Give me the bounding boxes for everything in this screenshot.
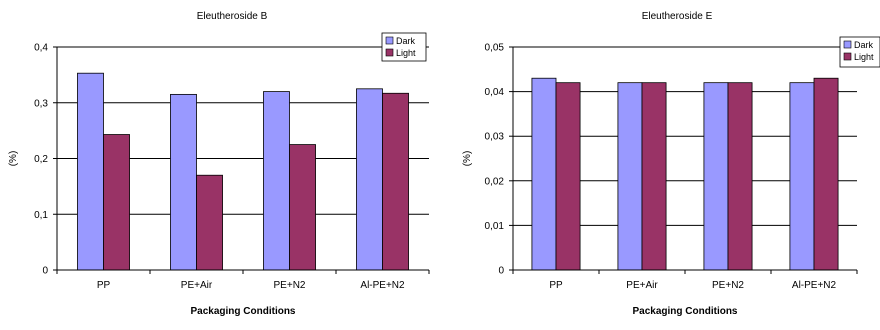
legend-swatch <box>843 52 852 61</box>
y-axis-label: (%) <box>8 151 19 167</box>
bar-dark-2 <box>170 93 197 271</box>
y-tick-label: 0,05 <box>485 43 505 54</box>
y-tick-label: 0,02 <box>485 176 505 187</box>
x-tick-label: Al-PE+N2 <box>792 280 837 291</box>
bar-dark-4 <box>356 88 383 271</box>
bar-light-2 <box>196 174 223 271</box>
chart-1: Eleutheroside B 0 0,1 0,2 0,3 0,4 PP PE+Air PE+N… <box>8 11 430 317</box>
bar-dark-3 <box>703 82 729 271</box>
y-tick-label: 0,2 <box>34 154 48 165</box>
bar-dark-4 <box>789 82 815 271</box>
bar-dark-2 <box>617 82 643 271</box>
y-axis-label: (%) <box>462 151 473 167</box>
x-tick-label: PE+N2 <box>274 280 306 291</box>
x-tick-label: PE+Air <box>181 280 213 291</box>
x-tick-label: PE+N2 <box>712 280 744 291</box>
x-tick-label: PE+Air <box>626 280 658 291</box>
legend-swatch <box>385 48 394 57</box>
y-tick-label: 0 <box>42 266 48 277</box>
y-tick-label: 0,1 <box>34 210 48 221</box>
legend: Dark Light <box>839 36 880 68</box>
y-tick-label: 0 <box>498 266 504 277</box>
bar-light-3 <box>289 144 316 271</box>
y-tick-label: 0,01 <box>485 221 505 232</box>
bar-light-1 <box>103 134 130 271</box>
chart-title: Eleutheroside E <box>642 11 713 22</box>
legend-swatch <box>843 40 852 49</box>
legend-label: Light <box>396 48 416 58</box>
bar-light-4 <box>382 92 409 271</box>
chart-title: Eleutheroside B <box>197 11 268 22</box>
bar-light-1 <box>555 82 581 271</box>
bar-dark-1 <box>77 72 104 271</box>
bar-light-3 <box>727 82 753 271</box>
x-tick-label: Al-PE+N2 <box>360 280 405 291</box>
legend-label: Dark <box>854 40 874 50</box>
x-tick-label: PP <box>549 280 563 291</box>
bar-light-4 <box>813 77 839 271</box>
x-tick-label: PP <box>97 280 111 291</box>
y-tick-label: 0,04 <box>485 87 505 98</box>
legend-label: Light <box>854 52 874 62</box>
legend-label: Dark <box>396 36 416 46</box>
bar-dark-3 <box>263 91 290 271</box>
bar-dark-1 <box>531 77 557 271</box>
bar-light-2 <box>641 82 667 271</box>
y-tick-label: 0,03 <box>485 132 505 143</box>
legend-swatch <box>385 36 394 45</box>
x-axis-label: Packaging Conditions <box>632 306 737 317</box>
y-tick-label: 0,4 <box>34 43 48 54</box>
legend: Dark Light <box>381 32 427 62</box>
y-tick-label: 0,3 <box>34 98 48 109</box>
x-axis-label: Packaging Conditions <box>190 306 295 317</box>
chart-2: Eleutheroside E 0 0,01 0,02 0,03 0,04 0,05 PP PE… <box>462 11 880 317</box>
